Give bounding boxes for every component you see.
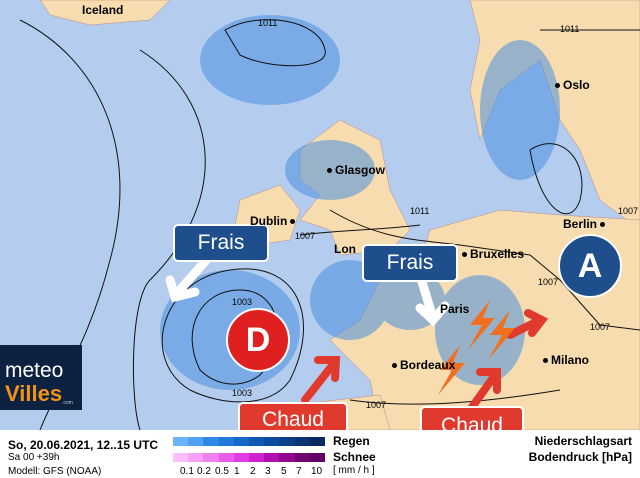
- forecast-run: Sa 00 +39h: [8, 452, 60, 463]
- city-glasgow: Glasgow: [327, 163, 385, 177]
- scale-tick: 5: [281, 466, 287, 477]
- snow-swatch: [233, 453, 250, 462]
- rain-swatch: [294, 437, 310, 446]
- rain-swatch: [188, 437, 204, 446]
- snow-swatch: [249, 453, 265, 462]
- city-oslo: Oslo: [555, 78, 590, 92]
- isobar-label: 1011: [258, 18, 278, 28]
- scale-tick: 1: [234, 466, 240, 477]
- rain-swatch: [309, 437, 326, 446]
- meteovilles-logo: meteo Villes .com: [0, 345, 82, 410]
- rain-swatch: [233, 437, 250, 446]
- rain-swatch: [264, 437, 280, 446]
- forecast-model: Modell: GFS (NOAA): [8, 466, 102, 477]
- city-dublin: Dublin: [250, 214, 298, 228]
- city-bordeaux: Bordeaux: [392, 358, 455, 372]
- lightning-icons: [438, 300, 515, 395]
- rain-label: Regen: [333, 434, 370, 448]
- scale-tick: 3: [265, 466, 271, 477]
- snow-swatch: [188, 453, 204, 462]
- isobar-label: 1003: [232, 297, 253, 307]
- city-paris: Paris: [440, 302, 470, 316]
- chaud-label-east: Chaud: [420, 406, 524, 430]
- snow-swatch: [218, 453, 234, 462]
- scale-tick: 10: [311, 466, 323, 477]
- isobar-label: 1007: [618, 206, 639, 216]
- land-iceland: [39, 0, 171, 26]
- pressure-label: Bodendruck [hPa]: [528, 450, 632, 464]
- logo-suffix: .com: [62, 400, 73, 406]
- city-berlin: Berlin: [563, 217, 608, 231]
- rain-swatch: [279, 437, 295, 446]
- isobar-label: 1003: [232, 388, 253, 398]
- warm-arrow-icon: [301, 356, 341, 404]
- scale-tick: 2: [250, 466, 256, 477]
- snow-swatch: [279, 453, 295, 462]
- isobar-label: 1007: [538, 277, 559, 287]
- snow-swatch: [294, 453, 310, 462]
- high-pressure-marker: A: [558, 234, 622, 298]
- unit-label: [ mm / h ]: [333, 465, 375, 476]
- snow-label: Schnee: [333, 450, 376, 464]
- isobar-label: 1007: [295, 231, 316, 241]
- rain-swatch: [218, 437, 234, 446]
- frais-label-west: Frais: [173, 224, 269, 262]
- rain-swatch: [173, 437, 189, 446]
- city-iceland: Iceland: [82, 3, 124, 17]
- rain-swatch: [249, 437, 265, 446]
- isobar-label: 1011: [410, 206, 430, 216]
- scale-tick: 0.5: [215, 466, 229, 477]
- weather-map: Iceland Oslo Glasgow Dublin Lon Bruxelle…: [0, 0, 640, 430]
- logo-line1: meteo: [5, 359, 64, 382]
- precip-type-label: Niederschlagsart: [534, 434, 632, 448]
- snow-swatch: [203, 453, 219, 462]
- warm-arrow-icon: [466, 368, 501, 414]
- snow-swatch: [309, 453, 326, 462]
- isobar-label: 1011: [560, 24, 580, 34]
- logo-line2: Villes: [5, 381, 63, 406]
- scale-tick: 0.1: [180, 466, 194, 477]
- scale-tick: 0.2: [197, 466, 211, 477]
- rain-swatch: [203, 437, 219, 446]
- forecast-date: So, 20.06.2021, 12..15 UTC: [8, 438, 159, 452]
- rain-scale: [173, 437, 326, 446]
- city-london: Lon: [334, 242, 356, 256]
- snow-swatch: [173, 453, 189, 462]
- isobar-label: 1007: [590, 322, 611, 332]
- city-bruxelles: Bruxelles: [462, 247, 524, 261]
- snow-scale: [173, 453, 326, 462]
- legend: So, 20.06.2021, 12..15 UTC Sa 00 +39h Mo…: [0, 430, 640, 478]
- chaud-label-west: Chaud: [238, 402, 348, 430]
- frais-label-east: Frais: [362, 244, 458, 282]
- low-pressure-marker: D: [226, 308, 290, 372]
- city-milano: Milano: [543, 353, 589, 367]
- isobar-label: 1007: [366, 400, 387, 410]
- snow-swatch: [264, 453, 280, 462]
- scale-tick: 7: [296, 466, 302, 477]
- warm-arrow-icon: [506, 309, 549, 339]
